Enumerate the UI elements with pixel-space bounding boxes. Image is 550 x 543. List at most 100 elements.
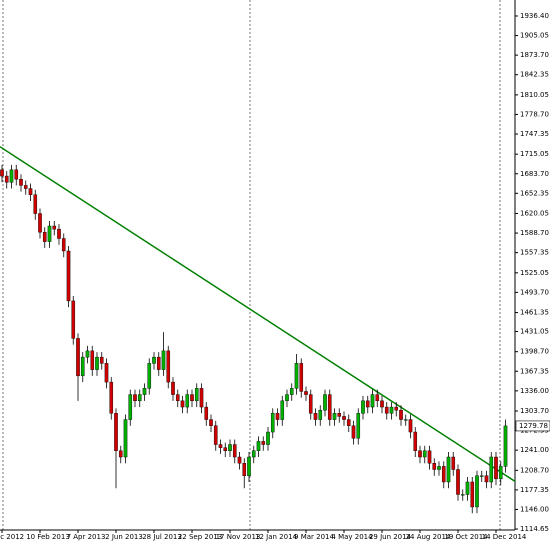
y-tick-label: 1208.70 bbox=[520, 466, 549, 474]
y-tick-label: 1431.05 bbox=[520, 327, 549, 335]
candle-body bbox=[280, 400, 285, 420]
x-tick-label: 28 Jul 2013 bbox=[142, 533, 182, 541]
y-tick-label: 1588.70 bbox=[520, 229, 549, 237]
y-tick-label: 1652.35 bbox=[520, 189, 549, 197]
candle-body bbox=[28, 188, 33, 195]
candle-body bbox=[342, 416, 346, 420]
candle-body bbox=[394, 406, 399, 411]
candle-body bbox=[456, 469, 460, 495]
candle-body bbox=[47, 225, 52, 242]
candle-body bbox=[76, 338, 80, 377]
y-tick-label: 1461.35 bbox=[520, 309, 549, 317]
candle-body bbox=[251, 450, 256, 458]
candle-body bbox=[156, 356, 161, 370]
candle-body bbox=[57, 228, 61, 239]
candle-body bbox=[332, 413, 337, 420]
candle-body bbox=[256, 441, 261, 451]
y-tick-label: 1620.05 bbox=[520, 209, 549, 217]
candle-body bbox=[85, 350, 90, 358]
candle-body bbox=[123, 419, 128, 458]
candle-body bbox=[418, 450, 422, 458]
candle-body bbox=[275, 413, 280, 420]
candle-body bbox=[133, 394, 137, 402]
candle-body bbox=[23, 185, 28, 189]
candle-body bbox=[90, 350, 95, 370]
candle-body bbox=[422, 450, 427, 458]
x-tick-label: 7 Apr 2013 bbox=[67, 533, 106, 541]
candle-body bbox=[61, 238, 66, 252]
y-tick-label: 1905.05 bbox=[520, 32, 549, 40]
y-tick-label: 1114.65 bbox=[520, 525, 549, 533]
x-tick-label: 12 Jan 2014 bbox=[255, 533, 298, 541]
candle-body bbox=[52, 225, 57, 230]
candle-body bbox=[365, 400, 370, 408]
candle-body bbox=[247, 456, 251, 476]
candle-body bbox=[223, 447, 228, 451]
candle-body bbox=[80, 356, 85, 377]
candle-body bbox=[104, 363, 109, 383]
candle-body bbox=[285, 394, 289, 402]
x-tick-label: 24 Aug 2014 bbox=[406, 533, 451, 541]
x-tick-label: 22 Sep 2013 bbox=[178, 533, 222, 541]
candle-body bbox=[237, 456, 242, 464]
x-tick-label: ec 2012 bbox=[0, 533, 24, 541]
candle-body bbox=[413, 431, 418, 451]
candle-body bbox=[109, 381, 114, 414]
candle-body bbox=[384, 406, 389, 414]
candle-body bbox=[294, 363, 299, 389]
candle-body bbox=[304, 391, 308, 395]
y-tick-label: 1747.35 bbox=[520, 130, 549, 138]
candle-body bbox=[0, 169, 4, 177]
candle-body bbox=[128, 394, 133, 420]
candle-body bbox=[308, 394, 313, 414]
candle-body bbox=[270, 413, 275, 433]
candle-body bbox=[166, 350, 171, 383]
candle-body bbox=[242, 463, 247, 476]
candle-body bbox=[399, 409, 403, 420]
candle-body bbox=[199, 388, 204, 408]
candle-body bbox=[142, 388, 147, 395]
candle-body bbox=[441, 466, 446, 483]
trendline bbox=[0, 146, 516, 482]
candle-body bbox=[171, 381, 175, 395]
current-price-label: 1279.78 bbox=[519, 422, 548, 430]
y-tick-label: 1493.70 bbox=[520, 288, 549, 296]
candle-body bbox=[346, 419, 351, 426]
candle-body bbox=[432, 463, 437, 470]
candle-body bbox=[185, 394, 190, 408]
x-tick-label: 29 Jun 2014 bbox=[369, 533, 412, 541]
candle-body bbox=[42, 232, 47, 242]
candle-body bbox=[19, 178, 23, 186]
candle-body bbox=[389, 406, 394, 414]
candle-body bbox=[66, 250, 71, 302]
candle-body bbox=[403, 419, 408, 421]
candle-body bbox=[313, 413, 318, 420]
y-tick-label: 1336.00 bbox=[520, 387, 549, 395]
y-tick-label: 1367.35 bbox=[520, 367, 549, 375]
candle-body bbox=[451, 456, 456, 470]
candle-body bbox=[494, 456, 498, 480]
y-tick-label: 1398.70 bbox=[520, 348, 549, 356]
candle-body bbox=[470, 481, 475, 508]
candle-body bbox=[232, 444, 237, 458]
candle-body bbox=[484, 475, 489, 483]
candle-body bbox=[161, 350, 166, 370]
candle-body bbox=[4, 175, 9, 183]
candle-body bbox=[318, 409, 323, 420]
candle-body bbox=[323, 394, 327, 411]
y-tick-label: 1936.40 bbox=[520, 12, 549, 20]
x-tick-label: 4 May 2014 bbox=[331, 533, 373, 541]
candle-body bbox=[180, 400, 185, 408]
candle-body bbox=[337, 413, 342, 417]
candle-body bbox=[71, 300, 76, 339]
candle-body bbox=[95, 356, 99, 370]
candle-body bbox=[489, 456, 494, 483]
candle-body bbox=[327, 394, 332, 420]
y-tick-label: 1303.70 bbox=[520, 407, 549, 415]
candle-body bbox=[137, 394, 142, 402]
candle-body bbox=[289, 388, 294, 395]
candle-body bbox=[114, 413, 118, 451]
candle-body bbox=[475, 475, 479, 508]
